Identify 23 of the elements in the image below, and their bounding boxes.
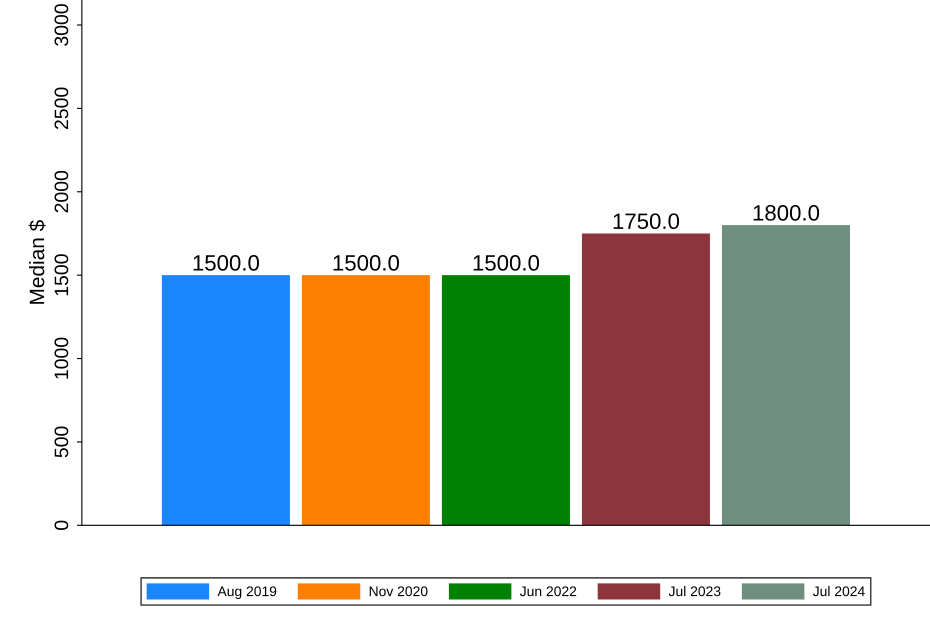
bar	[302, 275, 430, 526]
data-label: 1800.0	[754, 205, 820, 221]
y-tick-label: 2500	[54, 88, 68, 130]
bar	[722, 225, 850, 526]
bar	[162, 275, 290, 526]
legend-label: Jul 2024	[812, 586, 865, 596]
data-label: 1500.0	[194, 255, 259, 271]
data-label: 1500.0	[334, 255, 400, 271]
data-label: 1750.0	[614, 213, 680, 230]
y-axis-title: Median $	[28, 220, 46, 304]
y-tick-label: 1000	[54, 338, 68, 379]
legend-label: Aug 2019	[217, 586, 276, 599]
data-label: 1500.0	[474, 255, 540, 271]
legend-label: Jun 2022	[520, 586, 576, 596]
y-tick-label: 500	[54, 426, 68, 458]
y-tick-label: 0	[54, 520, 68, 530]
legend-label: Nov 2020	[370, 586, 428, 596]
legend-label: Jul 2023	[668, 586, 720, 596]
bar	[582, 233, 710, 526]
y-tick-label: 1500	[54, 254, 68, 296]
y-tick-label: 3000	[54, 4, 68, 46]
bar	[442, 275, 570, 526]
y-tick-label: 2000	[54, 170, 68, 212]
